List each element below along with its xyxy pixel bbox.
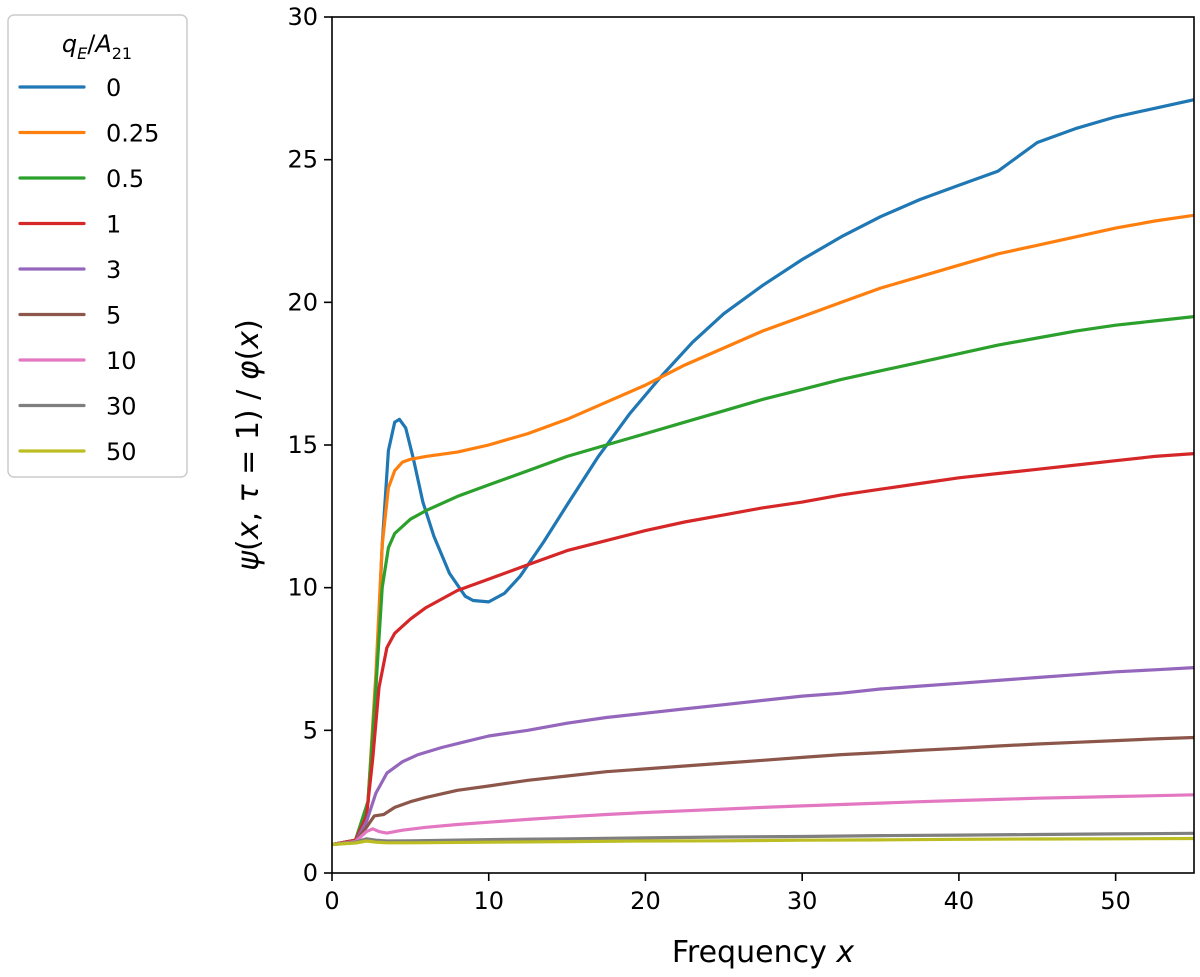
series-line-0.25 [332,213,1194,847]
x-axis-title: Frequency x [672,935,855,970]
legend-label-1: 1 [106,211,121,239]
y-tick-label: 0 [303,859,318,887]
legend-box [7,14,188,478]
x-tick-label: 30 [787,887,818,915]
series-line-5 [332,735,1194,847]
legend-label-5: 5 [106,302,121,330]
y-tick-label: 30 [287,3,318,31]
x-tick-label: 20 [630,887,661,915]
x-tick-label: 0 [324,887,339,915]
legend-label-3: 3 [106,256,121,284]
y-axis-title: ψ(x, τ = 1) / φ(x) [231,319,266,571]
legend-label-0.25: 0.25 [106,120,159,148]
legend-label-0.5: 0.5 [106,165,144,193]
series-line-1 [332,452,1194,847]
legend: qE/A21 0 0.25 0.5 1 3 5 10 30 50 [7,14,188,478]
series-line-0 [332,98,1194,847]
series-line-10 [332,793,1194,847]
x-tick-label: 40 [944,887,975,915]
series-line-0.5 [332,315,1194,847]
x-tick-label: 10 [473,887,504,915]
y-tick-label: 15 [287,431,318,459]
y-tick-label: 5 [303,716,318,744]
series-line-50 [332,836,1194,847]
series-line-3 [332,666,1194,847]
y-tick-label: 20 [287,288,318,316]
y-tick-label: 25 [287,146,318,174]
legend-label-50: 50 [106,438,137,466]
x-tick-label: 50 [1100,887,1131,915]
plot-frame [331,16,1195,874]
legend-label-10: 10 [106,347,137,375]
series-line-30 [332,831,1194,847]
legend-title: qE/A21 [62,30,132,63]
legend-label-0: 0 [106,74,121,102]
legend-label-30: 30 [106,393,137,421]
y-tick-label: 10 [287,574,318,602]
